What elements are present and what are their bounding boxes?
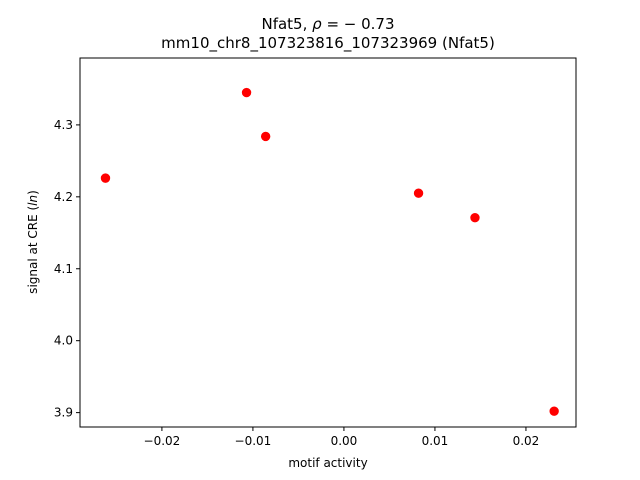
x-axis-label: motif activity	[288, 456, 367, 470]
chart-title-line2: mm10_chr8_107323816_107323969 (Nfat5)	[161, 34, 495, 53]
y-axis-label-italic: ln	[26, 195, 40, 206]
data-points	[100, 87, 559, 416]
chart-title-line1: Nfat5, ρ = − 0.73	[261, 15, 394, 33]
x-tick-label: −0.01	[235, 434, 272, 448]
x-tick-label: 0.00	[331, 434, 358, 448]
y-tick-label: 4.1	[54, 262, 73, 276]
y-tick-label: 4.0	[54, 334, 73, 348]
y-axis-label-prefix: signal at CRE (	[26, 206, 40, 294]
y-axis-label-suffix: )	[26, 190, 40, 195]
x-tick-label: 0.01	[422, 434, 449, 448]
x-tick-label: −0.02	[144, 434, 181, 448]
plot-frame	[79, 57, 577, 428]
y-axis-ticks: 3.9 4.0 4.1 4.2 4.3	[54, 118, 80, 420]
data-point	[260, 131, 271, 142]
data-point	[549, 406, 559, 416]
y-tick-label: 4.2	[54, 190, 73, 204]
chart-title-prefix: Nfat5,	[261, 15, 312, 33]
y-axis-label: signal at CRE (ln)	[26, 190, 40, 294]
data-point	[100, 173, 111, 183]
chart-title-rho: ρ	[312, 15, 322, 33]
chart-title-suffix: = − 0.73	[322, 15, 395, 33]
data-point	[470, 212, 480, 223]
y-tick-label: 3.9	[54, 406, 73, 420]
x-tick-label: 0.02	[513, 434, 540, 448]
data-point	[241, 87, 252, 98]
y-tick-label: 4.3	[54, 118, 73, 132]
x-axis-ticks: −0.02 −0.01 0.00 0.01 0.02	[144, 427, 540, 448]
data-point	[413, 188, 424, 198]
